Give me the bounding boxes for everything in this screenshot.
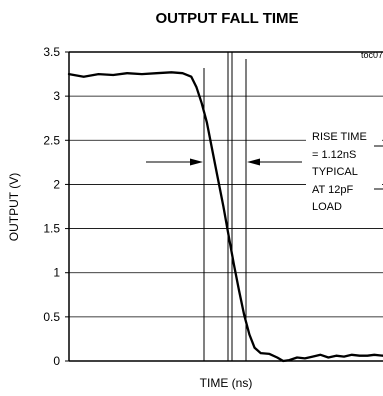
y-tick-label: 2.5 (43, 133, 60, 147)
x-axis-label: TIME (ns) (200, 376, 253, 390)
annotation-text: RISE TIME = 1.12nS TYPICAL AT 12pF LOAD (306, 124, 382, 214)
annotation-line: LOAD (312, 201, 342, 213)
arrow-right (247, 158, 302, 166)
y-tick-label: 2 (53, 177, 60, 191)
y-axis-label: OUTPUT (V) (7, 173, 21, 241)
annotation-line: AT 12pF (312, 184, 353, 196)
chart-title: OUTPUT FALL TIME (155, 10, 298, 27)
plot-area: 0 0.5 1 1.5 2 2.5 3 3.5 RISE TIME = 1.12nS TYPI… (43, 45, 383, 368)
series-layer (67, 71, 383, 363)
y-tick-label: 0 (53, 354, 60, 368)
y-tick-label: 1 (53, 266, 60, 280)
annotation-background (306, 124, 382, 214)
figure-code: toc07 (361, 50, 383, 60)
annotation-line: RISE TIME (312, 131, 367, 143)
annotation-line: = 1.12nS (312, 149, 356, 161)
y-tick-label: 3.5 (43, 45, 60, 59)
arrow-left (146, 158, 203, 166)
annotation-line: TYPICAL (312, 166, 358, 178)
y-tick-label: 1.5 (43, 222, 60, 236)
y-tick-label: 0.5 (43, 310, 60, 324)
y-tick-labels: 0 0.5 1 1.5 2 2.5 3 3.5 (43, 45, 69, 368)
series-line (67, 71, 383, 363)
y-tick-label: 3 (53, 89, 60, 103)
